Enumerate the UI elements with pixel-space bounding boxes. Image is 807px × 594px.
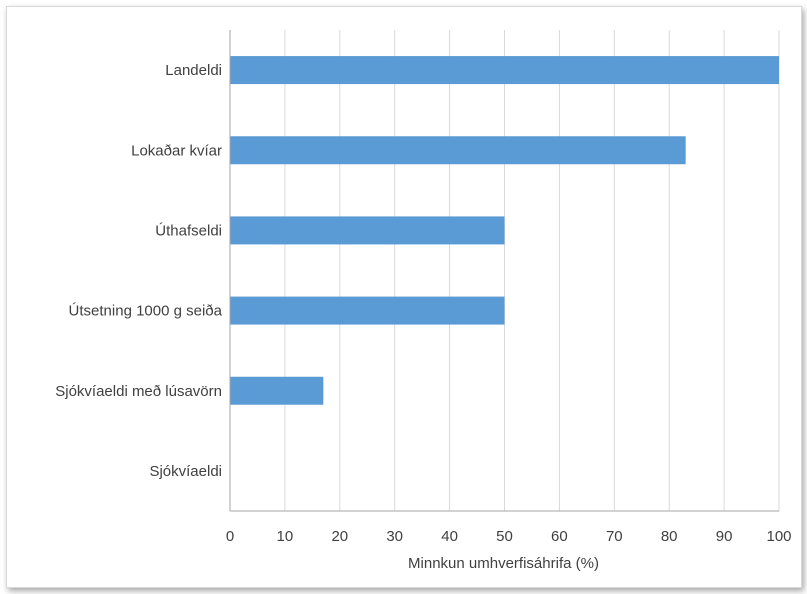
bar <box>230 56 779 85</box>
x-tick-label: 50 <box>496 528 513 545</box>
bar <box>230 216 505 245</box>
x-tick-label: 40 <box>441 528 458 545</box>
category-label: Úthafseldi <box>155 222 222 239</box>
gridlines <box>284 30 780 511</box>
category-labels: Landeldi Lokaðar kvíar Úthafseldi Útsetning… <box>55 62 222 480</box>
x-tick-label: 20 <box>331 528 348 545</box>
x-tick-labels: 0 10 20 30 40 50 60 70 80 90 100 <box>226 528 792 545</box>
x-tick-label: 60 <box>551 528 568 545</box>
bar <box>230 376 324 405</box>
x-tick-label: 30 <box>386 528 403 545</box>
bar <box>230 296 505 325</box>
x-tick-label: 80 <box>661 528 678 545</box>
x-tick-label: 70 <box>606 528 623 545</box>
category-label: Útsetning 1000 g seiða <box>69 303 223 320</box>
category-label: Lokaðar kvíar <box>131 142 222 159</box>
bar <box>230 136 686 165</box>
category-label: Sjókvíaeldi með lúsavörn <box>55 383 222 400</box>
x-tick-label: 90 <box>716 528 733 545</box>
category-label: Sjókvíaeldi <box>149 463 222 480</box>
x-tick-label: 10 <box>277 528 294 545</box>
category-label: Landeldi <box>165 62 222 79</box>
x-tick-label: 0 <box>226 528 234 545</box>
x-tick-label: 100 <box>766 528 791 545</box>
x-axis-title: Minnkun umhverfisáhrifa (%) <box>408 555 599 572</box>
bars <box>230 56 779 405</box>
